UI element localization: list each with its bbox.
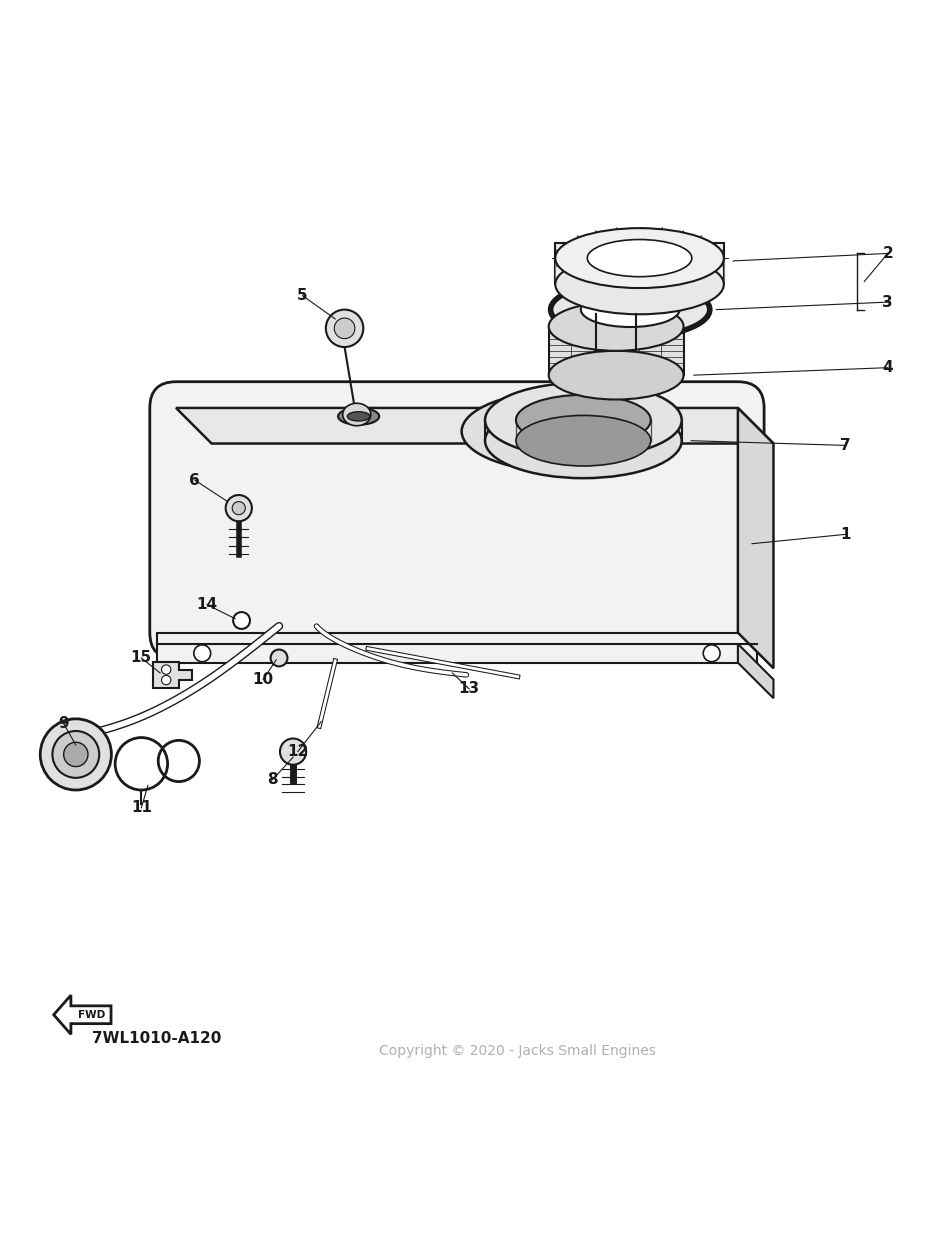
Circle shape xyxy=(53,731,99,777)
Text: Copyright © 2020 - Jacks Small Engines: Copyright © 2020 - Jacks Small Engines xyxy=(380,1044,657,1059)
Polygon shape xyxy=(54,995,111,1035)
Text: 10: 10 xyxy=(252,672,274,687)
Circle shape xyxy=(161,676,171,685)
Circle shape xyxy=(233,501,245,515)
Circle shape xyxy=(233,612,250,629)
Text: 8: 8 xyxy=(268,772,278,788)
Ellipse shape xyxy=(343,403,371,426)
Text: 7: 7 xyxy=(840,438,851,453)
Polygon shape xyxy=(154,662,192,688)
Polygon shape xyxy=(738,408,773,668)
Ellipse shape xyxy=(550,281,709,338)
FancyBboxPatch shape xyxy=(549,327,684,376)
Text: SMALL ENGINES: SMALL ENGINES xyxy=(434,563,545,577)
Circle shape xyxy=(64,742,88,766)
FancyBboxPatch shape xyxy=(150,382,764,659)
Ellipse shape xyxy=(516,416,651,466)
Ellipse shape xyxy=(587,240,691,276)
Polygon shape xyxy=(738,644,773,698)
Circle shape xyxy=(194,644,211,662)
Text: 7WL1010-A120: 7WL1010-A120 xyxy=(91,1031,221,1046)
Ellipse shape xyxy=(555,255,723,314)
Text: 9: 9 xyxy=(58,716,69,731)
Circle shape xyxy=(280,739,306,765)
Circle shape xyxy=(334,318,355,339)
Ellipse shape xyxy=(581,293,679,327)
Text: 1: 1 xyxy=(840,526,851,541)
Text: 12: 12 xyxy=(287,744,308,759)
Circle shape xyxy=(41,718,111,790)
Text: 4: 4 xyxy=(883,360,893,376)
Text: 13: 13 xyxy=(459,681,479,696)
Text: 2: 2 xyxy=(883,246,893,261)
Text: 6: 6 xyxy=(189,472,200,487)
Text: 3: 3 xyxy=(883,295,893,310)
Ellipse shape xyxy=(485,383,682,457)
Ellipse shape xyxy=(549,350,684,399)
Ellipse shape xyxy=(555,229,723,288)
Text: JACKS: JACKS xyxy=(452,545,528,565)
Text: 11: 11 xyxy=(131,800,152,815)
Ellipse shape xyxy=(338,408,380,425)
Circle shape xyxy=(704,644,720,662)
Circle shape xyxy=(270,649,287,667)
FancyBboxPatch shape xyxy=(157,633,756,663)
Text: 5: 5 xyxy=(297,288,308,303)
Circle shape xyxy=(226,495,252,521)
FancyBboxPatch shape xyxy=(555,244,723,284)
Circle shape xyxy=(326,310,364,347)
Ellipse shape xyxy=(348,412,370,421)
Ellipse shape xyxy=(462,391,677,472)
Text: FWD: FWD xyxy=(78,1010,106,1020)
Text: ©: © xyxy=(496,545,511,559)
Ellipse shape xyxy=(485,403,682,479)
Ellipse shape xyxy=(549,303,684,350)
Circle shape xyxy=(161,664,171,674)
Polygon shape xyxy=(176,408,773,443)
Ellipse shape xyxy=(492,402,647,461)
Ellipse shape xyxy=(516,394,651,446)
Text: 15: 15 xyxy=(131,651,152,666)
Text: 14: 14 xyxy=(196,597,218,612)
